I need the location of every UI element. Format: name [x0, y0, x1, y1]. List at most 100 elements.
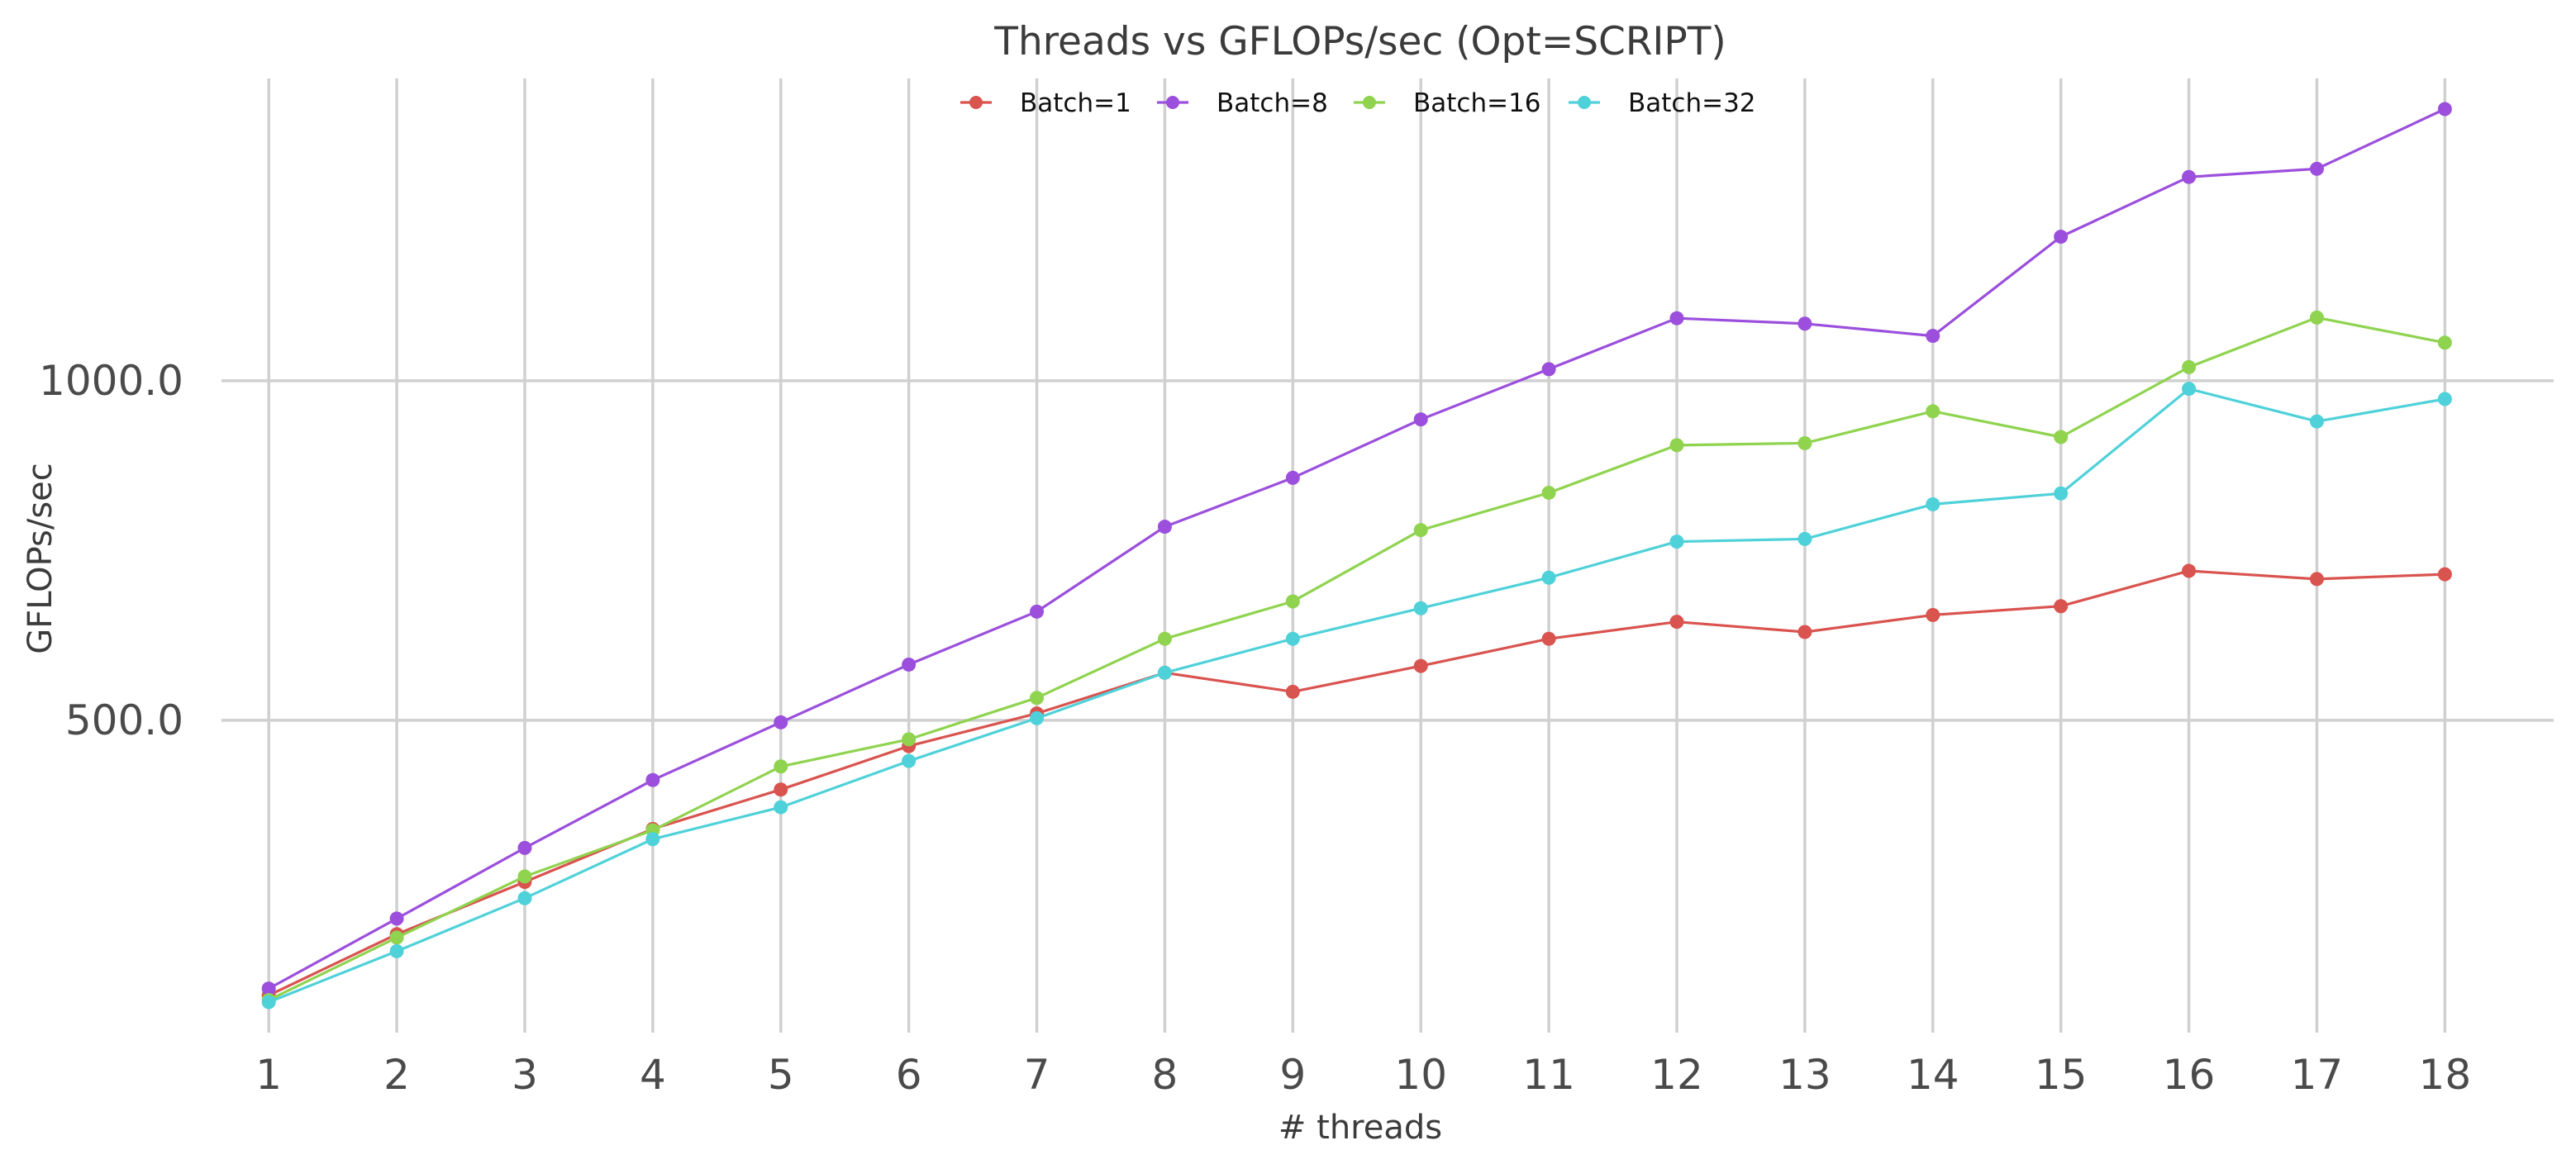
legend-marker	[1363, 96, 1376, 109]
x-tick-label: 10	[1394, 1051, 1447, 1099]
data-point	[1157, 665, 1172, 680]
data-point	[2182, 359, 2197, 374]
x-tick-label: 9	[1279, 1051, 1306, 1099]
x-tick-label: 14	[1907, 1051, 1959, 1099]
data-point	[1797, 531, 1812, 546]
data-point	[1285, 684, 1300, 699]
legend-item: Batch=8	[1157, 88, 1328, 118]
y-axis-label: GFLOPs/sec	[21, 463, 60, 654]
x-tick-label: 11	[1522, 1051, 1575, 1099]
legend-item: Batch=1	[960, 88, 1131, 118]
data-point	[1413, 601, 1428, 615]
data-point	[1669, 615, 1684, 630]
data-point	[774, 715, 788, 729]
data-point	[1413, 523, 1428, 538]
data-point	[261, 981, 276, 996]
data-point	[1157, 631, 1172, 646]
legend-label: Batch=16	[1413, 88, 1541, 118]
data-point	[774, 759, 788, 774]
data-point	[1413, 658, 1428, 673]
legend: Batch=1 Batch=8 Batch=16 Batch=32	[960, 88, 1756, 118]
grid	[221, 78, 2554, 1033]
data-point	[1797, 625, 1812, 639]
data-point	[517, 869, 532, 884]
data-point	[2309, 310, 2324, 325]
x-tick-label: 15	[2035, 1051, 2088, 1099]
series-batch-16	[261, 310, 2452, 1008]
series-lines	[261, 102, 2452, 1010]
data-point	[389, 911, 404, 926]
data-point	[1669, 311, 1684, 326]
legend-marker	[969, 96, 983, 109]
data-point	[2309, 161, 2324, 176]
data-point	[774, 800, 788, 815]
data-point	[2437, 567, 2452, 582]
data-point	[2054, 230, 2069, 245]
series-line	[268, 107, 2445, 991]
x-tick-label: 8	[1152, 1051, 1178, 1099]
y-tick-labels: 500.0 1000.0	[39, 357, 183, 744]
data-point	[1926, 329, 1940, 344]
data-point	[2437, 392, 2452, 406]
data-point	[2054, 599, 2069, 614]
data-point	[1541, 485, 1556, 500]
data-point	[1285, 470, 1300, 485]
y-tick-label: 500.0	[65, 696, 183, 744]
series-line	[268, 387, 2445, 1004]
data-point	[2437, 102, 2452, 116]
data-point	[1926, 404, 1940, 419]
legend-marker	[1578, 96, 1591, 109]
data-point	[645, 772, 660, 787]
data-point	[902, 657, 917, 672]
series-batch-8	[261, 102, 2452, 996]
chart-title: Threads vs GFLOPs/sec (Opt=SCRIPT)	[993, 19, 1726, 64]
x-tick-label: 16	[2163, 1051, 2216, 1099]
data-point	[1541, 570, 1556, 585]
series-line	[268, 569, 2445, 997]
x-tick-label: 7	[1024, 1051, 1050, 1099]
data-point	[2054, 430, 2069, 444]
x-tick-label: 13	[1778, 1051, 1831, 1099]
data-point	[2054, 486, 2069, 501]
legend-label: Batch=8	[1217, 88, 1328, 118]
x-tick-labels: 1 2 3 4 5 6 7 8 9 10 11 12 13 14 15 16 17 18	[255, 1051, 2471, 1099]
data-point	[1797, 435, 1812, 450]
legend-marker	[1166, 96, 1179, 109]
data-point	[1030, 604, 1045, 619]
x-tick-label: 3	[512, 1051, 538, 1099]
data-point	[389, 943, 404, 958]
data-point	[774, 782, 788, 797]
x-tick-label: 4	[640, 1051, 666, 1099]
data-point	[2309, 414, 2324, 429]
x-tick-label: 18	[2419, 1051, 2472, 1099]
data-point	[1030, 710, 1045, 725]
series-batch-1	[261, 563, 2452, 1003]
data-point	[1157, 520, 1172, 535]
data-point	[902, 732, 917, 747]
data-point	[1797, 316, 1812, 331]
data-point	[1541, 631, 1556, 646]
data-point	[2309, 572, 2324, 587]
x-tick-label: 5	[768, 1051, 794, 1099]
data-point	[1285, 594, 1300, 609]
data-point	[2182, 563, 2197, 578]
data-point	[1926, 497, 1940, 511]
data-point	[517, 891, 532, 905]
legend-item: Batch=16	[1354, 88, 1541, 118]
data-point	[2182, 169, 2197, 184]
data-point	[1669, 438, 1684, 453]
x-axis-label: # threads	[1278, 1109, 1442, 1147]
y-tick-label: 1000.0	[39, 357, 183, 405]
x-tick-label: 17	[2291, 1051, 2344, 1099]
data-point	[645, 832, 660, 847]
legend-label: Batch=32	[1628, 88, 1756, 118]
x-tick-label: 1	[255, 1051, 282, 1099]
series-batch-32	[261, 382, 2452, 1010]
data-point	[902, 753, 917, 768]
data-point	[2437, 335, 2452, 350]
legend-item: Batch=32	[1569, 88, 1756, 118]
data-point	[2182, 382, 2197, 397]
data-point	[261, 995, 276, 1010]
x-tick-label: 6	[896, 1051, 922, 1099]
